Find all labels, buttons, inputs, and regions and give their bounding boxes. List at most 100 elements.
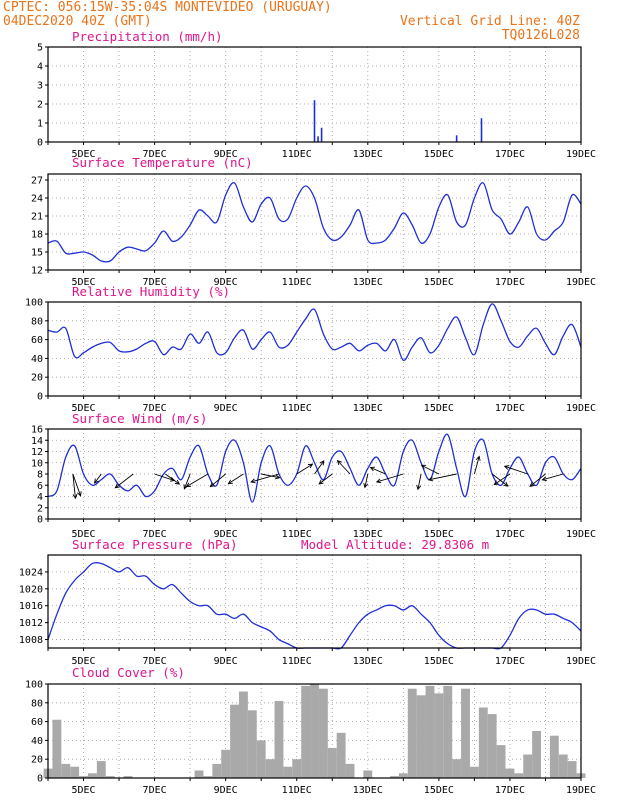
panel-title: Cloud Cover (%) (72, 665, 185, 680)
x-tick-label: 9DEC (214, 529, 238, 540)
cloud-bar (514, 773, 524, 778)
x-tick-label: 7DEC (143, 656, 167, 667)
cloud-bar (487, 714, 497, 778)
panel-title: Surface Temperature (nC) (72, 155, 253, 170)
cloud-bar (327, 747, 337, 778)
wind-arrow (183, 473, 191, 489)
x-tick-label: 13DEC (353, 656, 383, 667)
cloud-bar (549, 735, 559, 778)
cloud-bar (532, 731, 542, 778)
cloud-bar (256, 740, 266, 778)
x-tick-label: 11DEC (282, 277, 312, 288)
wind-arrow-head (503, 481, 509, 487)
cloud-bar (274, 700, 284, 778)
y-tick-label: 4 (37, 492, 43, 503)
cloud-bar (523, 754, 533, 778)
cloud-bar (212, 763, 222, 778)
cloud-bar (390, 776, 399, 778)
wind-arrow (421, 464, 440, 475)
y-tick-label: 20 (31, 373, 43, 384)
cloud-bar (265, 759, 275, 778)
wind-arrow-head (76, 491, 82, 497)
cloud-bar (247, 710, 257, 778)
wind-arrow (337, 460, 351, 475)
x-tick-label: 13DEC (353, 149, 383, 160)
cloud-bar (363, 770, 373, 778)
y-tick-label: 100 (25, 298, 43, 309)
wind-arrow (210, 473, 226, 488)
y-tick-label: 1 (37, 119, 43, 130)
wind-arrow-head (250, 478, 256, 484)
panel-frame (47, 683, 582, 779)
x-tick-label: 5DEC (71, 149, 95, 160)
y-tick-label: 60 (31, 335, 43, 346)
cloud-bar (203, 776, 213, 778)
cloud-bar (96, 761, 106, 778)
panel-frame (47, 173, 582, 271)
wind-arrow (261, 473, 280, 479)
y-tick-label: 100 (25, 680, 43, 691)
panel-frame (47, 301, 582, 397)
x-tick-label: 13DEC (353, 403, 383, 414)
cloud-bar (558, 754, 568, 778)
panel-title: Precipitation (mm/h) (72, 29, 223, 44)
x-tick-label: 19DEC (566, 785, 596, 796)
x-tick-label: 17DEC (495, 149, 525, 160)
y-tick-label: 18 (31, 230, 43, 241)
precip-bar (317, 136, 319, 142)
series-line-temp (47, 182, 582, 263)
x-tick-label: 9DEC (214, 656, 238, 667)
y-tick-label: 10 (31, 458, 43, 469)
y-tick-label: 1008 (19, 635, 43, 646)
wind-arrow-head (416, 484, 422, 491)
y-tick-label: 14 (31, 436, 43, 447)
wind-arrow (314, 460, 325, 475)
x-tick-label: 5DEC (71, 403, 95, 414)
x-tick-label: 9DEC (214, 277, 238, 288)
x-tick-label: 5DEC (71, 785, 95, 796)
x-tick-label: 17DEC (495, 277, 525, 288)
series-line-pres (47, 561, 582, 650)
x-tick-label: 13DEC (353, 785, 383, 796)
panel-pres: 1008 1012 1016 1020 1024 5DEC 7DEC 9DEC 11DEC 13D… (19, 537, 596, 667)
header-date: 04DEC2020 40Z (GMT) (3, 14, 152, 29)
cloud-bar (505, 768, 515, 778)
panel-title: Surface Pressure (hPa) (72, 537, 238, 552)
wind-arrow (154, 473, 175, 481)
wind-arrow-head (114, 483, 120, 489)
series-line-rh (47, 303, 582, 361)
x-tick-label: 5DEC (71, 656, 95, 667)
x-tick-label: 5DEC (71, 277, 95, 288)
panel-title: Surface Wind (m/s) (72, 411, 207, 426)
x-tick-label: 11DEC (282, 656, 312, 667)
cloud-bar (310, 684, 319, 778)
x-tick-label: 7DEC (143, 149, 167, 160)
cloud-bar (87, 773, 97, 778)
y-tick-label: 12 (31, 447, 43, 458)
wind-arrow (376, 473, 404, 483)
panel-title: Relative Humidity (%) (72, 284, 230, 299)
wind-arrow-head (93, 478, 99, 484)
wind-arrow (164, 473, 180, 485)
cloud-bar (452, 759, 462, 778)
cloud-bar (345, 763, 355, 778)
header-grid-line: Vertical Grid Line: 40Z (400, 14, 580, 29)
y-tick-label: 6 (37, 481, 43, 492)
wind-arrow (428, 473, 457, 481)
x-tick-label: 5DEC (71, 529, 95, 540)
x-tick-label: 9DEC (214, 785, 238, 796)
y-tick-label: 20 (31, 755, 43, 766)
x-tick-label: 19DEC (566, 149, 596, 160)
x-tick-label: 13DEC (353, 529, 383, 540)
cloud-bar (52, 719, 62, 778)
wind-arrow-head (375, 478, 382, 484)
x-tick-label: 7DEC (143, 277, 167, 288)
x-tick-label: 11DEC (282, 403, 312, 414)
y-tick-label: 2 (37, 100, 43, 111)
cloud-bar (443, 685, 453, 778)
wind-arrow (529, 473, 546, 487)
x-tick-label: 13DEC (353, 277, 383, 288)
y-tick-label: 4 (37, 62, 43, 73)
y-tick-label: 3 (37, 81, 43, 92)
